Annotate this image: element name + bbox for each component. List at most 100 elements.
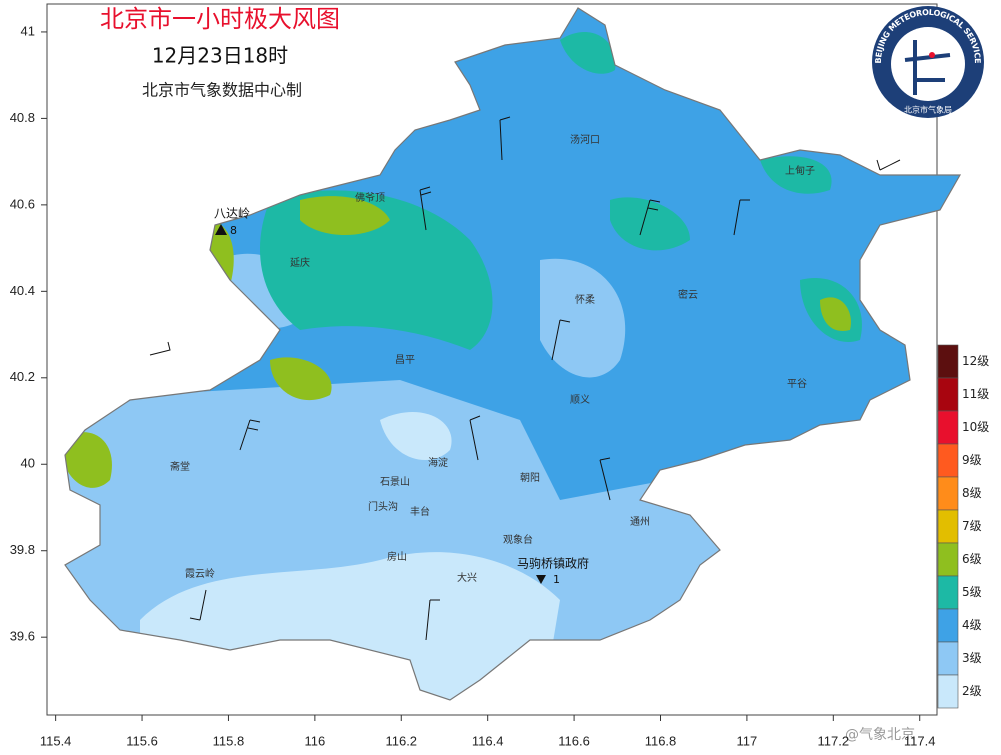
legend-label: 4级 [962,618,982,632]
wind-barb [639,199,661,236]
x-tick-label: 117.4 [904,733,936,748]
wind-barbs [149,116,901,641]
place-label: 房山 [387,550,407,563]
legend-label: 3级 [962,651,982,665]
legend-label: 11级 [962,387,989,401]
legend-label: 12级 [962,354,989,368]
level-5-area [610,197,690,251]
y-tick-label: 39.8 [10,542,35,557]
legend-label: 8级 [962,486,982,500]
legend-label: 6级 [962,552,982,566]
y-tick-label: 40.4 [10,283,35,298]
level-6-area [65,432,112,488]
legend-swatch [937,344,959,379]
y-tick-label: 41 [21,23,35,38]
place-label: 丰台 [410,505,430,518]
legend-label: 9级 [962,453,982,467]
place-label: 怀柔 [575,294,595,306]
level-5-area [560,31,616,74]
logo-name-cn: 北京市气象局 [904,105,952,115]
logo-mark [904,40,951,95]
place-label: 霞云岭 [185,567,215,580]
wind-barb [425,599,440,641]
logo-dot [929,52,935,58]
level-3-area [540,258,626,378]
wind-barb [499,116,511,161]
place-label: 门头沟 [368,500,398,513]
level-6-area [300,196,390,235]
legend-label: 2级 [962,684,982,698]
place-label: 延庆 [290,256,310,269]
wind-barb [189,589,207,621]
station-name: 八达岭 [214,207,250,221]
place-label: 昌平 [395,354,415,366]
map-title: 北京市一小时极大风图 [100,5,340,33]
place-label: 密云 [678,288,698,301]
x-tick-label: 116.6 [558,733,590,748]
wind-barb [149,341,171,356]
y-tick-label: 40 [21,456,35,471]
place-label: 观象台 [503,533,533,546]
legend-swatch [937,377,959,412]
legend-label: 10级 [962,420,989,434]
wind-barb [876,159,901,171]
station-name: 马驹桥镇政府 [517,556,589,571]
legend-label: 5级 [962,585,982,599]
level-6-area [820,297,851,331]
legend-label: 7级 [962,519,982,533]
wind-barb [469,415,481,461]
level-5-area [760,156,832,194]
y-tick-label: 40.2 [10,369,35,384]
legend-swatch [937,476,959,511]
map-subtitle: 北京市气象数据中心制 [142,81,302,100]
y-tick-label: 39.6 [10,629,35,644]
place-label: 上甸子 [785,164,815,177]
place-label: 石景山 [380,476,410,488]
station-level: 8 [230,224,237,237]
y-tick-label: 40.6 [10,196,35,211]
legend-swatch [937,575,959,610]
station-marker [536,575,546,584]
place-label: 平谷 [787,378,807,390]
legend-swatch [937,641,959,676]
wind-barb [733,199,750,236]
x-tick-label: 116 [304,733,325,748]
x-tick-label: 115.4 [40,733,72,748]
x-tick-label: 117 [737,733,758,748]
legend-swatch [937,443,959,478]
level-2-area [380,411,452,460]
wind-barb [551,319,571,361]
logo-center [891,27,965,101]
x-tick-label: 115.8 [213,733,245,748]
watermark: @气象北京 [845,727,915,743]
x-tick-label: 115.6 [126,733,158,748]
place-label: 通州 [630,516,650,528]
place-label: 汤河口 [570,133,600,146]
wind-field [65,8,960,700]
place-label: 顺义 [570,394,590,406]
place-label: 朝阳 [520,472,540,484]
place-label: 佛爷顶 [355,191,385,204]
map-frame [46,3,938,716]
legend-swatch [937,674,959,709]
place-label: 斋堂 [170,460,190,473]
legend-swatch [937,608,959,643]
legend-swatch [937,542,959,577]
map-date: 12月23日18时 [152,44,288,68]
logo: BEIJING METEOROLOGICAL SERVICE 北京市气象局 [872,6,984,118]
legend-swatch [937,509,959,544]
x-tick-label: 116.4 [472,733,504,748]
wind-barb [239,419,261,451]
place-label: 海淀 [428,456,448,469]
wind-barb [419,186,432,231]
y-tick-label: 40.8 [10,110,35,125]
station-level: 1 [553,573,560,586]
x-tick-label: 117.2 [818,733,850,748]
wind-barb [599,457,611,501]
x-tick-label: 116.8 [645,733,677,748]
station-marker [215,224,227,235]
x-tick-label: 116.2 [385,733,417,748]
level-6-area [270,357,332,401]
place-label: 大兴 [457,571,477,584]
